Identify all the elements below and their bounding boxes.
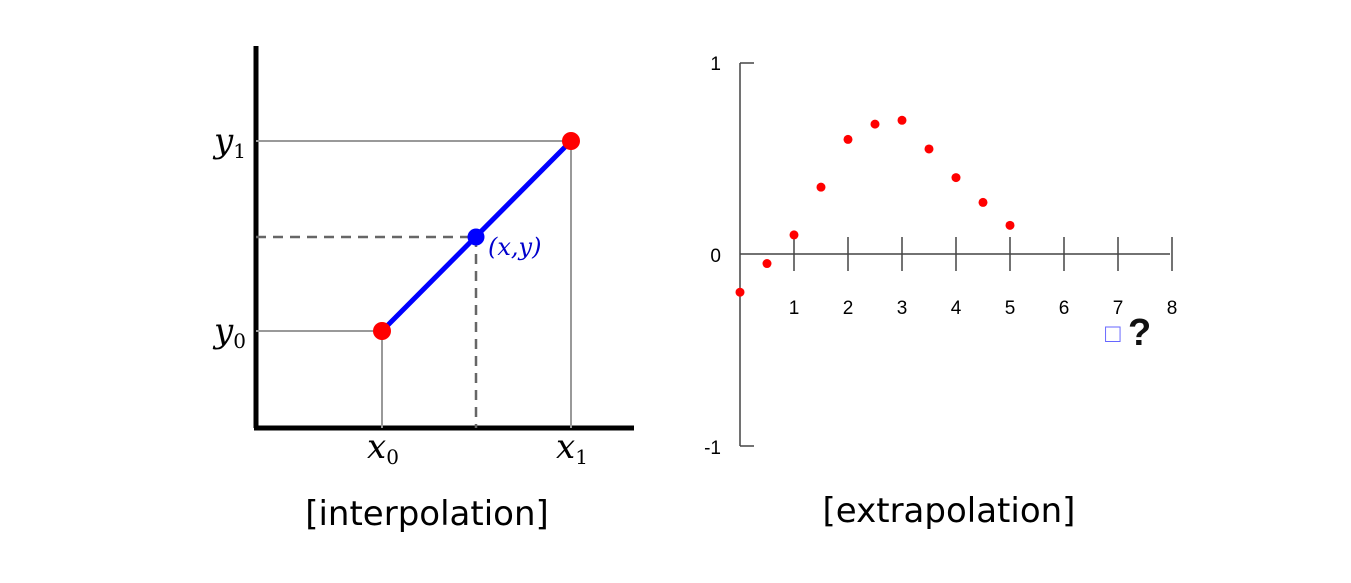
extrap-data-point: [816, 182, 826, 192]
interp-y0-base: y: [212, 311, 234, 351]
extrap-y-tick-label-1: 1: [710, 54, 721, 75]
extrap-data-point: [951, 173, 961, 183]
extrap-data-point: [897, 115, 907, 125]
interp-y1-base: y: [212, 121, 234, 161]
interp-x1-base: x: [556, 427, 575, 467]
extrap-unknown-marker: □: [1105, 318, 1121, 348]
interp-point-xy: [467, 228, 485, 246]
interp-x0-base: x: [367, 427, 386, 467]
extrap-x-tick-label: 8: [1167, 298, 1178, 319]
extrap-x-tick-label: 2: [843, 298, 854, 319]
extrap-data-point: [978, 197, 988, 207]
extrapolation-chart: 1 0 -1 1 2 3 4 5 6 7 8 □ ? [extrapolation]: [704, 54, 1177, 531]
interp-endpoint-0: [373, 322, 391, 340]
extrap-y-tick-label-neg1: -1: [704, 438, 721, 459]
extrap-data-point: [735, 287, 745, 297]
extrap-x-ticks: 1 2 3 4 5 6 7 8: [789, 237, 1178, 319]
extrap-points: [735, 115, 1015, 297]
interp-point-label: (x,y): [488, 233, 541, 261]
interp-endpoint-1: [562, 132, 580, 150]
interp-x0-sub: 0: [386, 445, 399, 469]
extrap-x-tick-label: 5: [1005, 298, 1016, 319]
interp-caption: [interpolation]: [305, 494, 549, 534]
extrap-caption: [extrapolation]: [823, 491, 1076, 531]
extrap-data-point: [762, 259, 772, 269]
interp-x1-sub: 1: [575, 445, 588, 469]
extrap-data-point: [924, 144, 934, 154]
extrap-x-tick-label: 7: [1113, 298, 1124, 319]
extrap-x-tick-label: 1: [789, 298, 800, 319]
interp-y0-sub: 0: [233, 329, 246, 353]
interpolation-chart: (x,y) y1 y0 x0 x1 [interpolation]: [212, 46, 634, 534]
interp-y0-tick: y0: [212, 311, 246, 353]
extrap-x-tick-label: 3: [897, 298, 908, 319]
interp-y1-sub: 1: [233, 139, 246, 163]
extrap-x-tick-label: 4: [951, 298, 962, 319]
interp-y1-tick: y1: [212, 121, 246, 163]
extrap-data-point: [870, 119, 880, 129]
extrap-question-mark: ?: [1128, 312, 1151, 354]
extrap-y-tick-label-0: 0: [710, 246, 721, 267]
extrap-data-point: [789, 230, 799, 240]
extrap-data-point: [843, 134, 853, 144]
extrap-data-point: [1005, 220, 1015, 230]
interp-x0-tick: x0: [367, 427, 399, 469]
interp-x1-tick: x1: [556, 427, 588, 469]
extrap-x-tick-label: 6: [1059, 298, 1070, 319]
